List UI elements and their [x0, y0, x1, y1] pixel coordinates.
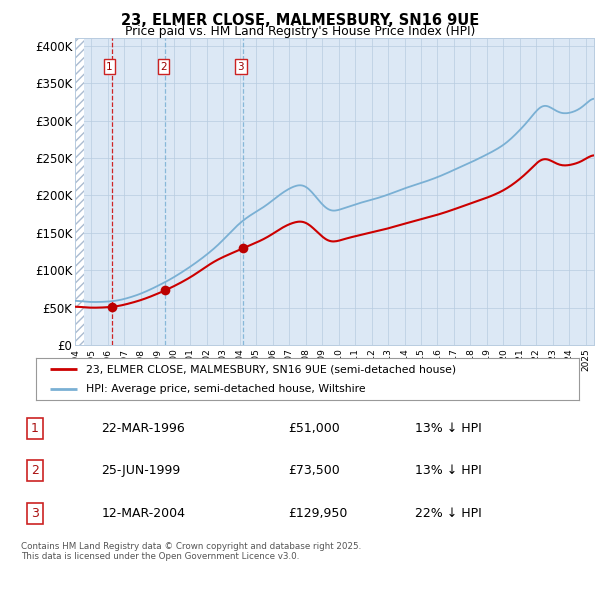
Text: 3: 3 [238, 62, 244, 72]
Text: 23, ELMER CLOSE, MALMESBURY, SN16 9UE (semi-detached house): 23, ELMER CLOSE, MALMESBURY, SN16 9UE (s… [86, 364, 456, 374]
Text: Price paid vs. HM Land Registry's House Price Index (HPI): Price paid vs. HM Land Registry's House … [125, 25, 475, 38]
Text: 12-MAR-2004: 12-MAR-2004 [101, 506, 185, 520]
Text: 1: 1 [106, 62, 113, 72]
Text: £73,500: £73,500 [289, 464, 340, 477]
Text: 13% ↓ HPI: 13% ↓ HPI [415, 421, 482, 435]
Text: 23, ELMER CLOSE, MALMESBURY, SN16 9UE: 23, ELMER CLOSE, MALMESBURY, SN16 9UE [121, 13, 479, 28]
Text: HPI: Average price, semi-detached house, Wiltshire: HPI: Average price, semi-detached house,… [86, 384, 365, 394]
Text: 13% ↓ HPI: 13% ↓ HPI [415, 464, 482, 477]
Text: Contains HM Land Registry data © Crown copyright and database right 2025.
This d: Contains HM Land Registry data © Crown c… [21, 542, 361, 561]
Text: £51,000: £51,000 [289, 421, 340, 435]
Bar [75, 38, 83, 345]
Text: £129,950: £129,950 [289, 506, 348, 520]
Text: 1: 1 [31, 421, 39, 435]
Text: 2: 2 [160, 62, 167, 72]
Text: 25-JUN-1999: 25-JUN-1999 [101, 464, 181, 477]
Text: 22-MAR-1996: 22-MAR-1996 [101, 421, 185, 435]
Text: 22% ↓ HPI: 22% ↓ HPI [415, 506, 482, 520]
Text: 3: 3 [31, 506, 39, 520]
Text: 2: 2 [31, 464, 39, 477]
